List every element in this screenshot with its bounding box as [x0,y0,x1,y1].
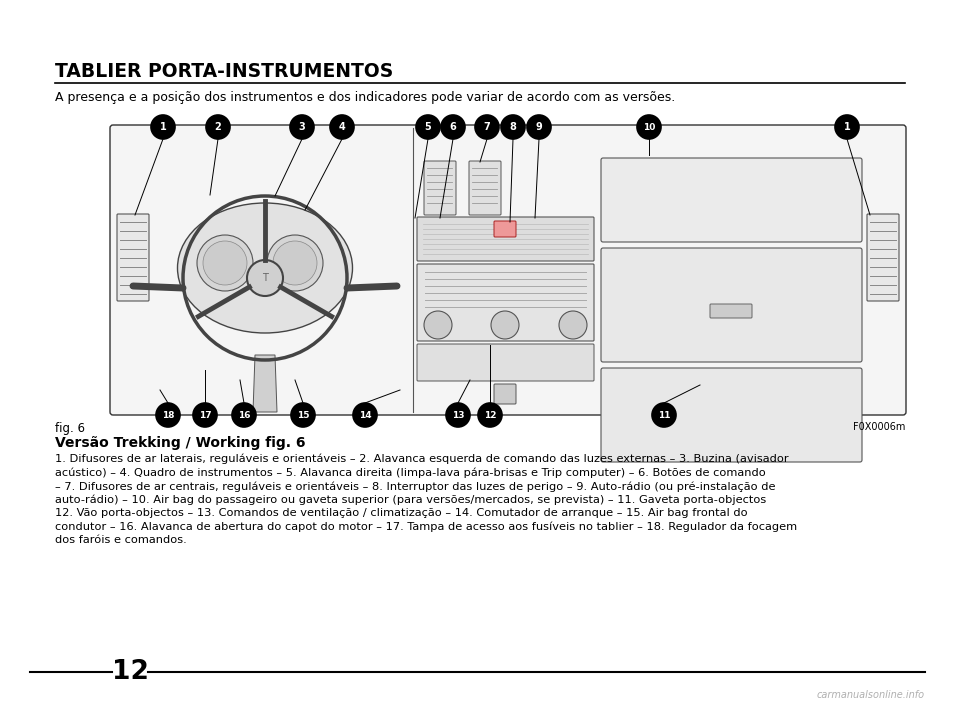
FancyBboxPatch shape [417,217,594,261]
FancyBboxPatch shape [601,248,862,362]
Text: 1. Difusores de ar laterais, reguláveis e orientáveis – 2. Alavanca esquerda de : 1. Difusores de ar laterais, reguláveis … [55,454,788,464]
Text: 6: 6 [449,122,456,132]
Text: 15: 15 [297,411,309,420]
Text: fig. 6: fig. 6 [55,422,85,435]
FancyBboxPatch shape [601,368,862,462]
Ellipse shape [178,203,352,333]
Circle shape [330,115,354,139]
Circle shape [156,403,180,427]
FancyBboxPatch shape [417,264,594,341]
Text: 17: 17 [199,411,211,420]
Text: 3: 3 [299,122,305,132]
Text: 1: 1 [844,122,851,132]
FancyBboxPatch shape [710,304,752,318]
Circle shape [527,115,551,139]
Circle shape [652,403,676,427]
FancyBboxPatch shape [494,384,516,404]
Circle shape [475,115,499,139]
Text: Versão Trekking / Working fig. 6: Versão Trekking / Working fig. 6 [55,436,305,450]
Text: 11: 11 [658,411,670,420]
Circle shape [290,115,314,139]
Circle shape [267,235,323,291]
Circle shape [637,115,661,139]
Circle shape [193,403,217,427]
Text: 12. Vão porta-objectos – 13. Comandos de ventilação / climatização – 14. Comutad: 12. Vão porta-objectos – 13. Comandos de… [55,508,748,518]
Circle shape [197,235,253,291]
Text: 5: 5 [424,122,431,132]
Circle shape [291,403,315,427]
Circle shape [441,115,465,139]
Text: 8: 8 [510,122,516,132]
Circle shape [232,403,256,427]
Text: 9: 9 [536,122,542,132]
Polygon shape [253,355,277,412]
Circle shape [247,260,283,296]
Text: 12: 12 [484,411,496,420]
Text: F0X0006m: F0X0006m [852,422,905,432]
Text: 1: 1 [159,122,166,132]
Circle shape [559,311,587,339]
Circle shape [501,115,525,139]
Circle shape [273,241,317,285]
Text: 13: 13 [452,411,465,420]
Circle shape [353,403,377,427]
Text: 2: 2 [215,122,222,132]
FancyBboxPatch shape [601,158,862,242]
Circle shape [478,403,502,427]
Circle shape [446,403,470,427]
Text: 12: 12 [111,659,149,685]
Circle shape [416,115,440,139]
Text: 18: 18 [161,411,175,420]
Text: T: T [262,273,268,283]
Circle shape [203,241,247,285]
Circle shape [491,311,519,339]
Text: 16: 16 [238,411,251,420]
Text: acústico) – 4. Quadro de instrumentos – 5. Alavanca direita (limpa-lava pára-bri: acústico) – 4. Quadro de instrumentos – … [55,467,766,478]
Text: 4: 4 [339,122,346,132]
Text: 14: 14 [359,411,372,420]
Text: carmanualsonline.info: carmanualsonline.info [817,690,925,700]
Text: 7: 7 [484,122,491,132]
FancyBboxPatch shape [117,214,149,301]
FancyBboxPatch shape [424,161,456,215]
FancyBboxPatch shape [417,344,594,381]
FancyBboxPatch shape [110,125,906,415]
Circle shape [424,311,452,339]
Text: dos faróis e comandos.: dos faróis e comandos. [55,535,187,545]
Text: condutor – 16. Alavanca de abertura do capot do motor – 17. Tampa de acesso aos : condutor – 16. Alavanca de abertura do c… [55,522,797,532]
Text: – 7. Difusores de ar centrais, reguláveis e orientáveis – 8. Interruptor das luz: – 7. Difusores de ar centrais, regulávei… [55,481,776,491]
Text: A presença e a posição dos instrumentos e dos indicadores pode variar de acordo : A presença e a posição dos instrumentos … [55,91,675,104]
Text: auto-rádio) – 10. Air bag do passageiro ou gaveta superior (para versões/mercado: auto-rádio) – 10. Air bag do passageiro … [55,494,766,505]
FancyBboxPatch shape [494,221,516,237]
Circle shape [206,115,230,139]
FancyBboxPatch shape [867,214,899,301]
Circle shape [835,115,859,139]
Text: 10: 10 [643,123,655,131]
Text: TABLIER PORTA-INSTRUMENTOS: TABLIER PORTA-INSTRUMENTOS [55,62,394,81]
Circle shape [151,115,175,139]
FancyBboxPatch shape [469,161,501,215]
